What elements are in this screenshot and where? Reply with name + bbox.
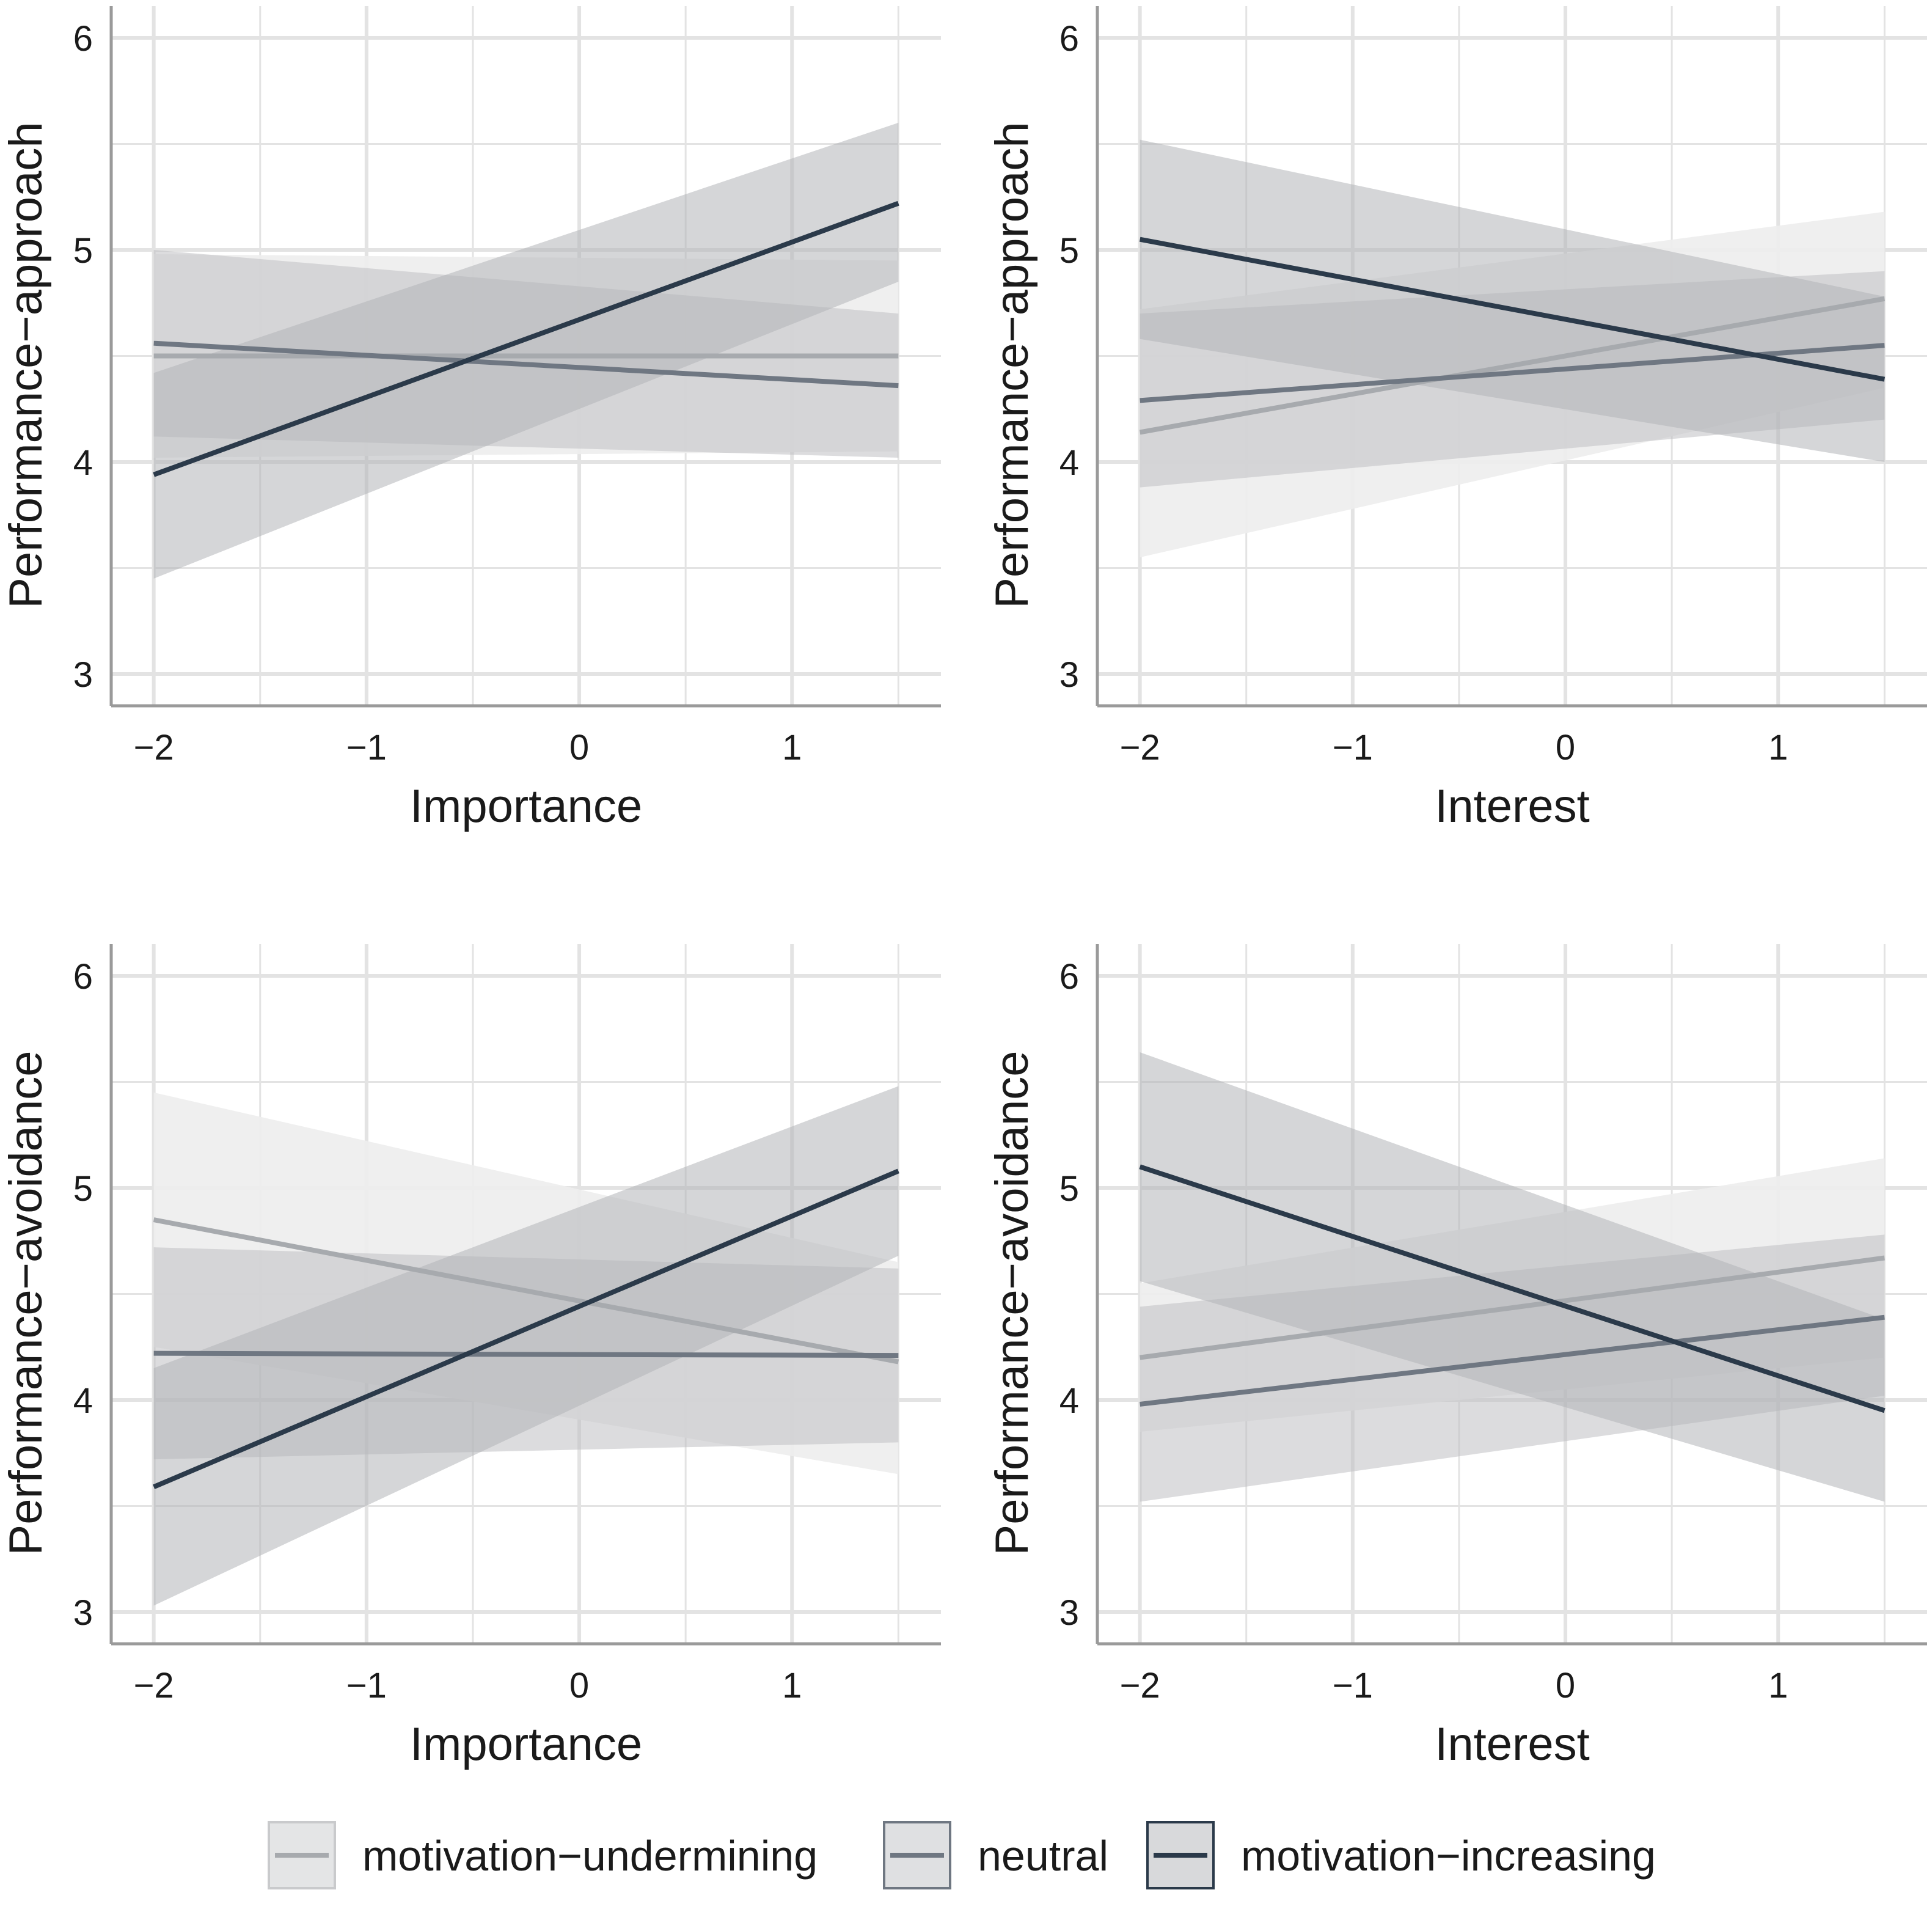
ribbon-motivation-increasing [153, 122, 899, 579]
series-line-motivation-increasing [1139, 1164, 1886, 1413]
series-line-neutral [153, 1350, 899, 1358]
legend-item-neutral: neutral [883, 1821, 1108, 1889]
panel-top-left: 3 4 5 6 −2 −1 0 1 Importance Performance−approach [0, 6, 941, 832]
ribbon-motivation-increasing [1140, 139, 1885, 462]
series-line-neutral [153, 340, 899, 389]
y-tick-label: 5 [1059, 1169, 1079, 1209]
y-tick-label: 4 [1059, 1381, 1079, 1421]
series-line-motivation-increasing [1139, 236, 1886, 382]
series-line-motivation-undermining [1139, 296, 1886, 435]
x-tick-label: 0 [569, 1666, 589, 1706]
x-tick-label: 1 [782, 1666, 802, 1706]
y-axis-title: Performance−approach [0, 122, 52, 608]
x-tick-label: −1 [346, 728, 387, 768]
legend: motivation−undermining neutral motivatio… [268, 1821, 1656, 1889]
y-tick-label: 6 [73, 19, 93, 59]
x-axis-title: Interest [1435, 780, 1589, 832]
series-line-neutral [1140, 1314, 1885, 1407]
x-tick-label: −2 [134, 1666, 174, 1706]
y-tick-label: 3 [73, 655, 93, 695]
y-tick-label: 4 [73, 1381, 93, 1421]
series-line-motivation-undermining [1140, 1255, 1885, 1360]
x-tick-label: −2 [134, 728, 174, 768]
panel-bottom-left: 3 4 5 6 −2 −1 0 1 Importance Performance−avoidanc… [0, 944, 941, 1770]
legend-label-motivation-undermining: motivation−undermining [362, 1832, 818, 1880]
x-axis-title: Importance [410, 1718, 642, 1770]
y-tick-label: 5 [73, 1169, 93, 1209]
ribbon-motivation-increasing [1140, 1052, 1885, 1502]
series-line-motivation-increasing [153, 200, 899, 477]
x-tick-label: −2 [1120, 1666, 1160, 1706]
y-tick-label: 3 [1059, 1593, 1079, 1633]
x-tick-label: −1 [1333, 1666, 1373, 1706]
y-tick-label: 5 [1059, 231, 1079, 271]
x-axis-title: Interest [1435, 1718, 1589, 1770]
y-tick-label: 5 [73, 231, 93, 271]
legend-item-motivation-undermining: motivation−undermining [268, 1821, 818, 1889]
x-tick-label: −1 [1333, 728, 1373, 768]
x-axis-title: Importance [410, 780, 642, 832]
x-tick-label: 0 [569, 728, 589, 768]
x-tick-label: 1 [1768, 1666, 1788, 1706]
series-line-motivation-increasing [153, 1168, 899, 1489]
y-tick-label: 6 [1059, 957, 1079, 997]
x-tick-label: 0 [1556, 728, 1575, 768]
y-tick-label: 3 [73, 1593, 93, 1633]
legend-label-neutral: neutral [978, 1832, 1108, 1880]
legend-label-motivation-increasing: motivation−increasing [1241, 1832, 1656, 1880]
x-tick-label: −2 [1120, 728, 1160, 768]
panel-top-right: 3 4 5 6 −2 −1 0 1 Interest Performance−approach [986, 6, 1927, 832]
x-tick-label: 0 [1556, 1666, 1575, 1706]
y-axis-title: Performance−avoidance [0, 1051, 52, 1556]
ribbon-motivation-increasing [153, 1086, 899, 1606]
y-tick-label: 3 [1059, 655, 1079, 695]
series-line-motivation-undermining [153, 1217, 899, 1365]
y-tick-label: 4 [73, 443, 93, 483]
y-axis-title: Performance−avoidance [986, 1051, 1038, 1556]
legend-item-motivation-increasing: motivation−increasing [1146, 1821, 1656, 1889]
x-tick-label: 1 [1768, 728, 1788, 768]
y-tick-label: 4 [1059, 443, 1079, 483]
y-axis-title: Performance−approach [986, 122, 1038, 608]
y-tick-label: 6 [73, 957, 93, 997]
panel-bottom-right: 3 4 5 6 −2 −1 0 1 Interest Performance−avoidance [986, 944, 1927, 1770]
x-tick-label: −1 [346, 1666, 387, 1706]
y-tick-label: 6 [1059, 19, 1079, 59]
x-tick-label: 1 [782, 728, 802, 768]
